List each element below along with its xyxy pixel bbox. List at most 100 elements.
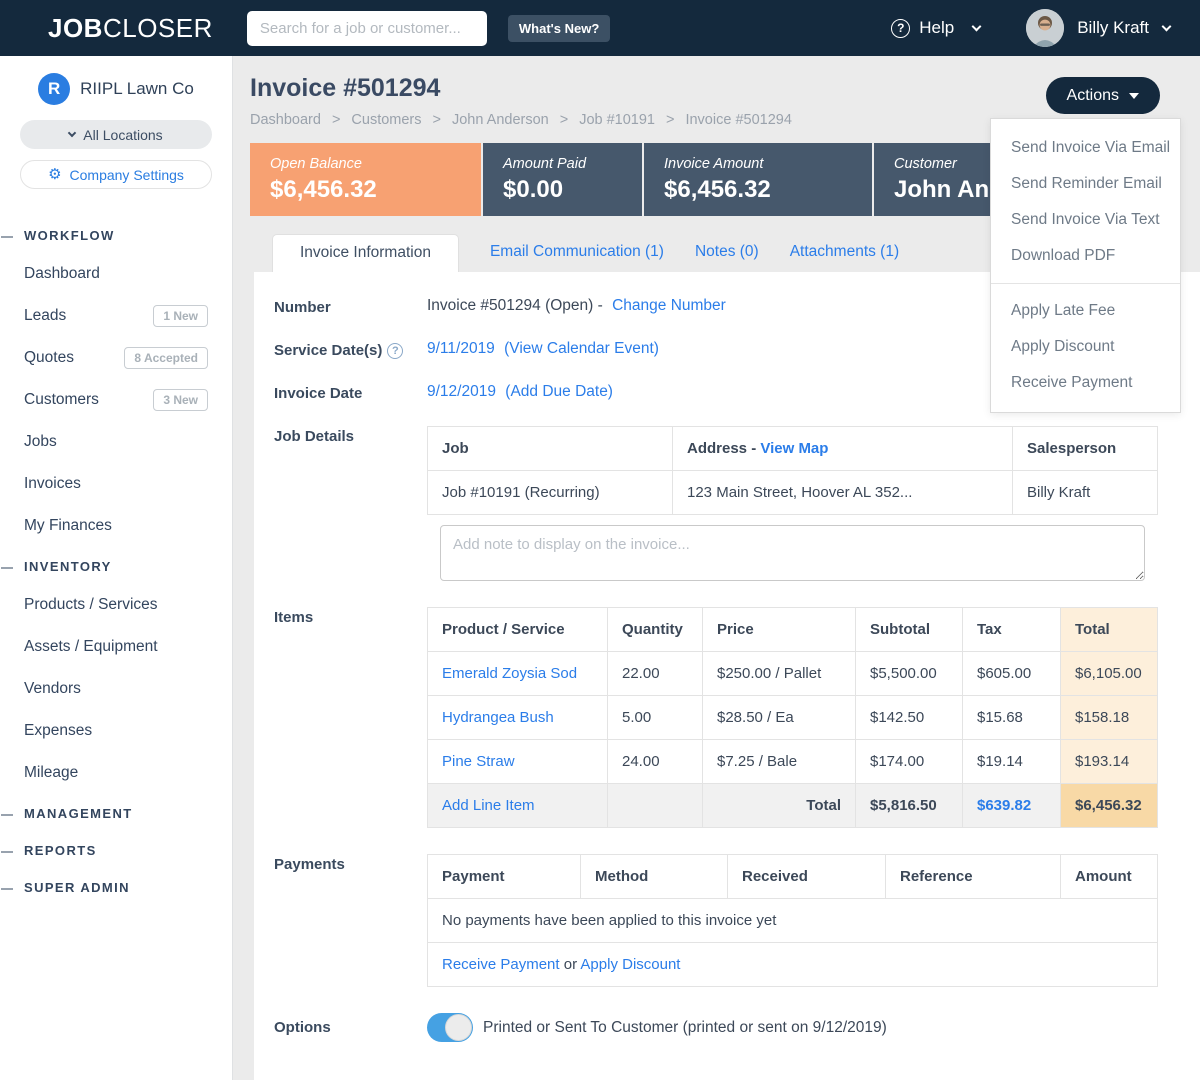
sidebar-top: R RIIPL Lawn Co All Locations ⚙ Company … [0,56,232,202]
sidebar-item-dashboard[interactable]: Dashboard [0,253,232,295]
all-locations-select[interactable]: All Locations [20,120,212,149]
menu-item-apply-late-fee[interactable]: Apply Late Fee [991,293,1180,329]
breadcrumb-dashboard[interactable]: Dashboard [250,112,321,128]
menu-item-send-invoice-via-text[interactable]: Send Invoice Via Text [991,202,1180,238]
section-super-admin[interactable]: SUPER ADMIN [0,868,232,905]
help-circle-icon[interactable]: ? [387,343,403,359]
payment-header: Payment [428,855,581,899]
section-dash-icon [1,814,13,816]
menu-item-apply-discount[interactable]: Apply Discount [991,329,1180,365]
sidebar-item-invoices[interactable]: Invoices [0,463,232,505]
sidebar-item-vendors[interactable]: Vendors [0,668,232,710]
sidebar-nav: WORKFLOW Dashboard Leads1 New Quotes8 Ac… [0,216,232,905]
menu-item-download-pdf[interactable]: Download PDF [991,238,1180,274]
menu-item-send-invoice-via-email[interactable]: Send Invoice Via Email [991,130,1180,166]
page-header: Invoice #501294 Dashboard> Customers> Jo… [233,56,1200,272]
tab-notes[interactable]: Notes (0) [695,234,759,272]
menu-item-send-reminder-email[interactable]: Send Reminder Email [991,166,1180,202]
subtotal-total-cell: $5,816.50 [856,784,963,828]
section-dash-icon [1,851,13,853]
item-tax-cell: $19.14 [963,740,1061,784]
avatar[interactable] [1026,9,1064,47]
tab-attachments[interactable]: Attachments (1) [790,234,899,272]
app-logo[interactable]: JOBCLOSER [48,13,213,44]
navbar-right: ? Help Billy Kraft [891,9,1200,47]
apply-discount-link[interactable]: Apply Discount [580,956,680,973]
item-subtotal-cell: $5,500.00 [856,652,963,696]
item-link[interactable]: Emerald Zoysia Sod [442,665,577,682]
global-search-input[interactable] [247,11,487,46]
breadcrumb-customer-name[interactable]: John Anderson [452,112,549,128]
no-payments-message: No payments have been applied to this in… [428,899,1158,943]
payments-empty-row: No payments have been applied to this in… [428,899,1158,943]
tax-total-link[interactable]: $639.82 [977,797,1031,814]
invoice-amount-value: $6,456.32 [664,176,852,204]
company-settings-button[interactable]: ⚙ Company Settings [20,160,212,189]
job-details-header-row: Job Address - View Map Salesperson [428,427,1158,471]
total-header: Total [1061,608,1158,652]
breadcrumb-job[interactable]: Job #10191 [579,112,655,128]
sidebar-item-quotes[interactable]: Quotes8 Accepted [0,337,232,379]
printed-sent-toggle[interactable] [427,1013,473,1042]
job-details-table: Job Address - View Map Salesperson Job #… [427,426,1158,515]
item-tax-cell: $15.68 [963,696,1061,740]
add-due-date-link[interactable]: (Add Due Date) [505,383,613,400]
company-name: RIIPL Lawn Co [80,79,194,99]
amount-paid-label: Amount Paid [503,156,622,172]
service-date-link[interactable]: 9/11/2019 [427,340,495,357]
item-total-cell: $6,105.00 [1061,652,1158,696]
tab-email-communication[interactable]: Email Communication (1) [490,234,664,272]
receive-payment-link[interactable]: Receive Payment [442,956,560,973]
item-name-cell: Hydrangea Bush [428,696,608,740]
sidebar-item-customers[interactable]: Customers3 New [0,379,232,421]
sidebar-item-products-services[interactable]: Products / Services [0,584,232,626]
tab-invoice-information[interactable]: Invoice Information [272,234,459,272]
subtotal-header: Subtotal [856,608,963,652]
item-subtotal-cell: $142.50 [856,696,963,740]
price-header: Price [703,608,856,652]
total-label-cell: Total [703,784,856,828]
help-icon: ? [891,19,910,38]
item-row: Hydrangea Bush 5.00 $28.50 / Ea $142.50 … [428,696,1158,740]
breadcrumb-separator: > [560,112,568,128]
item-name-cell: Emerald Zoysia Sod [428,652,608,696]
sidebar-item-my-finances[interactable]: My Finances [0,505,232,547]
logo-bold: JOB [48,13,103,43]
sidebar-item-jobs[interactable]: Jobs [0,421,232,463]
change-number-link[interactable]: Change Number [612,297,726,314]
amount-paid-value: $0.00 [503,176,622,204]
sidebar-item-expenses[interactable]: Expenses [0,710,232,752]
invoice-note-input[interactable] [440,525,1145,581]
empty-cell [608,784,703,828]
user-name[interactable]: Billy Kraft [1077,18,1149,38]
actions-button[interactable]: Actions [1046,77,1160,114]
item-name-cell: Pine Straw [428,740,608,784]
breadcrumb-separator: > [332,112,340,128]
breadcrumb-separator: > [666,112,674,128]
add-line-item-link[interactable]: Add Line Item [442,797,535,814]
sidebar-item-mileage[interactable]: Mileage [0,752,232,794]
breadcrumb-customers[interactable]: Customers [351,112,421,128]
view-map-link[interactable]: View Map [760,440,828,457]
item-link[interactable]: Hydrangea Bush [442,709,554,726]
invoice-date-link[interactable]: 9/12/2019 [427,383,496,400]
job-details-data-row: Job #10191 (Recurring) 123 Main Street, … [428,471,1158,515]
main-area: Invoice #501294 Dashboard> Customers> Jo… [233,56,1200,1080]
sidebar-item-assets-equipment[interactable]: Assets / Equipment [0,626,232,668]
item-total-cell: $158.18 [1061,696,1158,740]
payments-header-row: Payment Method Received Reference Amount [428,855,1158,899]
view-calendar-event-link[interactable]: (View Calendar Event) [504,340,659,357]
company-settings-label: Company Settings [70,167,184,183]
sidebar-item-leads[interactable]: Leads1 New [0,295,232,337]
item-price-cell: $7.25 / Bale [703,740,856,784]
chevron-down-icon[interactable] [1162,21,1172,31]
item-link[interactable]: Pine Straw [442,753,515,770]
payments-value: Payment Method Received Reference Amount… [427,854,1158,987]
section-management[interactable]: MANAGEMENT [0,794,232,831]
help-menu[interactable]: ? Help [891,18,980,38]
section-reports[interactable]: REPORTS [0,831,232,868]
items-row: Items Product / Service Quantity Price S… [274,607,1157,828]
menu-item-receive-payment[interactable]: Receive Payment [991,365,1180,401]
whats-new-button[interactable]: What's New? [508,15,610,42]
grand-total-cell: $6,456.32 [1061,784,1158,828]
